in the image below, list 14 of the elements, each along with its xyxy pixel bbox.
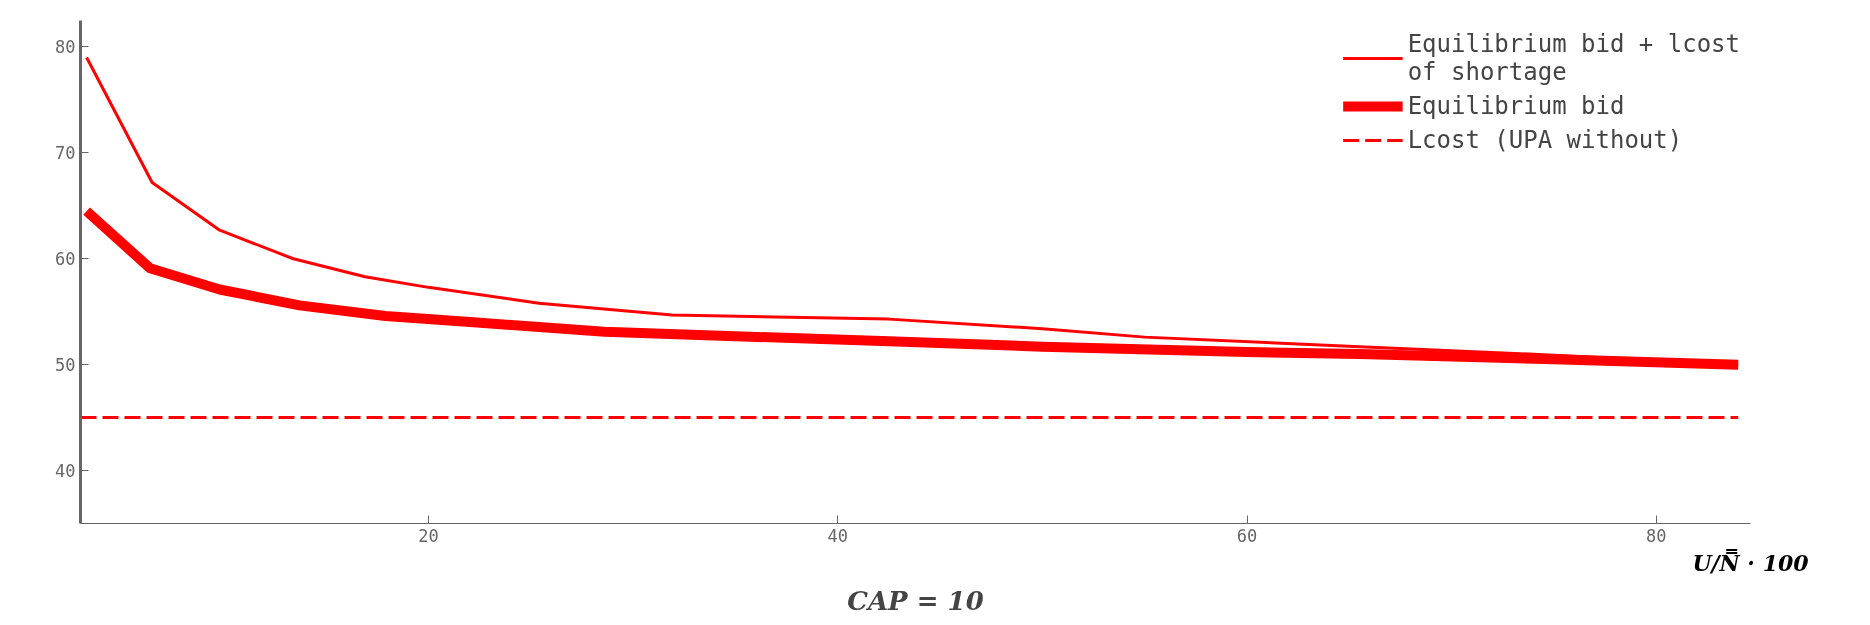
y-tick-label: 50 xyxy=(55,355,76,376)
x-tick-label: 60 xyxy=(1236,525,1258,546)
x-tick-label: 80 xyxy=(1646,525,1667,546)
legend-label: Equilibrium bid + lcost of shortage xyxy=(1407,30,1740,86)
text: CAP = 10 xyxy=(847,585,984,616)
y-tick-label: 70 xyxy=(55,143,76,164)
y-tick-label: 40 xyxy=(55,461,76,482)
legend-label: Equilibrium bid xyxy=(1407,92,1625,120)
legend-label: Lcost (UPA without) xyxy=(1407,126,1683,154)
x-tick-label: 40 xyxy=(827,525,848,546)
y-tick-label: 60 xyxy=(55,249,76,270)
x-tick-label: 20 xyxy=(418,525,439,546)
x-axis-title: U/N̿ · 100 xyxy=(1692,548,1810,576)
y-tick-label: 80 xyxy=(55,37,76,58)
